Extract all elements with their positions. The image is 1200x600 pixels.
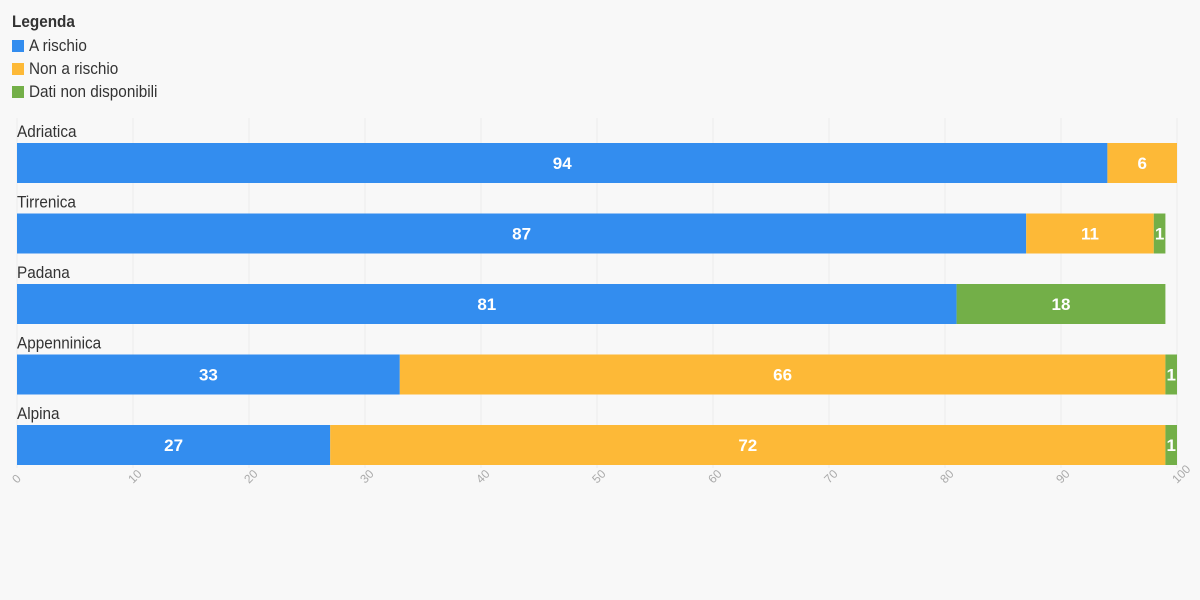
x-tick-label: 80 [937, 467, 957, 487]
bar-segment [17, 143, 1108, 183]
bar-segment [17, 284, 957, 324]
bar-value-label: 33 [199, 366, 218, 385]
bar-value-label: 94 [553, 154, 572, 173]
legend-label: Dati non disponibili [29, 81, 158, 101]
category-label: Appenninica [17, 334, 101, 353]
category-label: Tirrenica [17, 193, 76, 212]
legend-swatch [12, 85, 24, 98]
bar-segment [399, 354, 1166, 395]
bar-value-label: 27 [164, 436, 183, 455]
x-tick-label: 20 [241, 467, 261, 487]
legend-swatch [12, 62, 24, 75]
category-label: Padana [17, 263, 70, 282]
bar-segment [17, 425, 331, 465]
bar-segment [1165, 354, 1177, 395]
legend-item-dati-non-disponibili: Dati non disponibili [12, 80, 172, 103]
x-tick-label: 70 [821, 467, 841, 487]
bar-segment [956, 284, 1166, 324]
bar-segment [1165, 425, 1177, 465]
legend-swatch [12, 39, 24, 52]
legend-item-a-rischio: A rischio [12, 34, 172, 57]
x-tick-label: 0 [9, 471, 24, 486]
bar-segment [1107, 143, 1177, 183]
x-tick-label: 60 [705, 467, 725, 487]
bar-value-label: 11 [1081, 225, 1099, 244]
legend-title: Legenda [12, 12, 75, 31]
bar-segment [17, 354, 400, 395]
bar-value-label: 6 [1137, 154, 1146, 173]
x-tick-label: 100 [1169, 462, 1193, 486]
x-tick-label: 40 [473, 467, 493, 487]
bar-segment [1153, 213, 1166, 254]
bar-value-label: 1 [1166, 436, 1175, 455]
category-label: Alpina [17, 404, 60, 423]
bar-value-label: 1 [1166, 366, 1175, 385]
x-tick-label: 90 [1053, 467, 1073, 487]
legend: Legenda A rischio Non a rischio Dati non… [12, 12, 172, 103]
bar-segment [17, 213, 1027, 254]
x-tick-label: 30 [357, 467, 377, 487]
legend-label: Non a rischio [29, 58, 119, 78]
bar-value-label: 1 [1155, 225, 1164, 244]
legend-label: A rischio [29, 35, 87, 55]
legend-item-non-a-rischio: Non a rischio [12, 57, 172, 80]
bar-segment [330, 425, 1166, 465]
category-label: Adriatica [17, 122, 76, 141]
x-tick-label: 10 [125, 467, 145, 487]
bar-value-label: 72 [738, 436, 757, 455]
bar-value-label: 87 [512, 225, 531, 244]
bar-value-label: 81 [477, 295, 496, 314]
x-tick-label: 50 [589, 467, 609, 487]
bar-segment [1026, 213, 1154, 254]
bar-value-label: 66 [773, 366, 792, 385]
bar-value-label: 18 [1052, 295, 1071, 314]
